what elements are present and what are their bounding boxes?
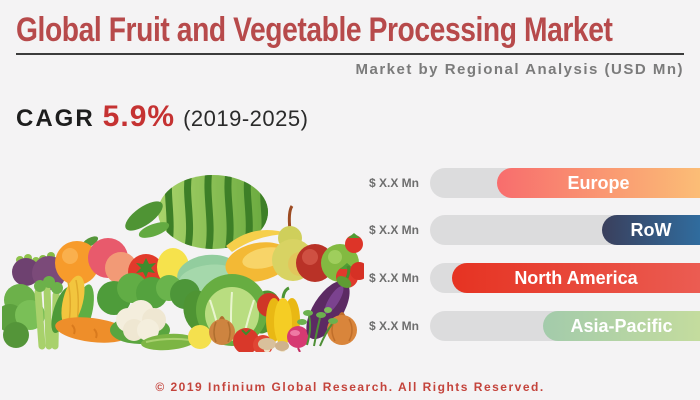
bar-label-north-america: North America — [514, 267, 638, 288]
bar-label-asia-pacific: Asia-Pacific — [570, 315, 673, 336]
bar-row-asia-pacific: $ X.X Mn Asia-Pacific — [0, 311, 700, 341]
page-title: Global Fruit and Vegetable Processing Ma… — [16, 11, 613, 49]
bar-row-north-america: $ X.X Mn North America — [0, 263, 700, 293]
bar-label-row: RoW — [630, 219, 672, 240]
bar-label-europe: Europe — [567, 172, 630, 193]
bar-value-label: $ X.X Mn — [368, 319, 419, 333]
title-underline — [16, 53, 684, 55]
mangosteen-icon — [12, 252, 66, 290]
bar-track: North America — [430, 263, 700, 293]
bar-value-label: $ X.X Mn — [368, 271, 419, 285]
cagr-period: (2019-2025) — [183, 106, 309, 131]
bar-value-label: $ X.X Mn — [368, 176, 419, 190]
watermelon-icon — [158, 175, 268, 249]
bar-row-of-world: RoW — [602, 215, 700, 245]
bar-north-america: North America — [452, 263, 700, 293]
cagr-value: 5.9% — [102, 100, 176, 133]
bar-row-row: $ X.X Mn RoW — [0, 215, 700, 245]
cauliflower-icon — [110, 300, 170, 344]
bar-track: Asia-Pacific — [430, 311, 700, 341]
radish-icon — [287, 326, 309, 352]
orange-icon — [55, 236, 99, 285]
subtitle: Market by Regional Analysis (USD Mn) — [355, 61, 684, 78]
copyright: © 2019 Infinium Global Research. All Rig… — [155, 380, 545, 394]
lemon-small-icon — [188, 325, 212, 349]
herbs-icon — [297, 307, 338, 347]
bar-value-label: $ X.X Mn — [368, 223, 419, 237]
mushroom-icon — [258, 338, 289, 352]
cagr-line: CAGR 5.9% (2019-2025) — [16, 100, 308, 134]
leaf-icon — [125, 201, 170, 238]
bar-row-europe: $ X.X Mn Europe — [0, 168, 700, 198]
bar-asia-pacific: Asia-Pacific — [543, 311, 700, 341]
bar-europe: Europe — [497, 168, 700, 198]
cucumber-icon — [141, 333, 195, 351]
strawberry-icon — [336, 233, 364, 288]
bar-track: Europe — [430, 168, 700, 198]
fruits-vegetables-illustration — [2, 175, 364, 352]
onion-icon — [209, 316, 235, 345]
cagr-label: CAGR — [16, 105, 95, 132]
bar-track: RoW — [430, 215, 700, 245]
